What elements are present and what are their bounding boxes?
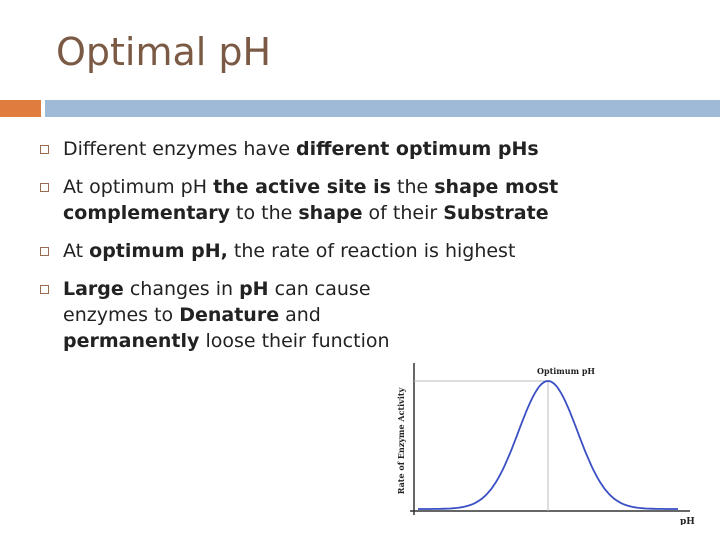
- accent-bar-blue: [45, 100, 720, 117]
- bullet-text-run: to the: [229, 202, 299, 224]
- bullet-text-run: the active site is: [213, 176, 391, 198]
- bullet-text: At optimum pH the active site is the sha…: [63, 176, 558, 224]
- x-axis-label: pH: [680, 517, 695, 525]
- bullet-text-run: pH: [239, 278, 269, 300]
- slide-title: Optimal pH: [56, 30, 272, 74]
- bullet-text-run: can cause enzymes to: [63, 278, 371, 326]
- ph-activity-chart: Rate of Enzyme Activity pH Optimum pH: [396, 363, 695, 525]
- bullet-square-icon: [40, 183, 49, 192]
- bullet-text-run: shape: [298, 202, 363, 224]
- bullet-text-run: of their: [362, 202, 444, 224]
- bullet-text-run: changes in: [123, 278, 240, 300]
- bullet-text-run: At: [63, 240, 90, 262]
- bullet-text-run: Large: [63, 278, 124, 300]
- bullet-text: At optimum pH, the rate of reaction is h…: [63, 240, 515, 262]
- bullet-text-run: shape most complementary: [63, 176, 559, 224]
- bullet-item: Large changes in pH can cause enzymes to…: [40, 276, 415, 354]
- bullet-item: Different enzymes have different optimum…: [40, 136, 680, 162]
- bullet-text: Large changes in pH can cause enzymes to…: [63, 278, 390, 352]
- optimum-ph-annotation: Optimum pH: [537, 366, 595, 376]
- accent-bar-orange: [0, 100, 41, 117]
- bullet-text: Different enzymes have different optimum…: [63, 138, 539, 160]
- bullet-square-icon: [40, 145, 49, 154]
- y-axis-label: Rate of Enzyme Activity: [396, 387, 406, 494]
- bullet-text-run: and: [279, 304, 321, 326]
- bullet-text-run: optimum pH,: [89, 240, 228, 262]
- bullet-square-icon: [40, 247, 49, 256]
- bullet-text-run: permanently: [63, 330, 200, 352]
- bullet-item: At optimum pH the active site is the sha…: [40, 174, 680, 226]
- bullet-text-run: Substrate: [443, 202, 549, 224]
- bullet-text-run: Denature: [179, 304, 280, 326]
- activity-curve: [418, 380, 678, 510]
- bullet-square-icon: [40, 285, 49, 294]
- bullet-text-run: loose their function: [199, 330, 390, 352]
- bullet-text-run: different optimum pHs: [296, 138, 539, 160]
- bullet-text-run: the: [390, 176, 435, 198]
- bullet-text-run: Different enzymes have: [63, 138, 297, 160]
- bullet-text-run: the rate of reaction is highest: [227, 240, 516, 262]
- bullet-item: At optimum pH, the rate of reaction is h…: [40, 238, 680, 264]
- bullet-text-run: At optimum pH: [63, 176, 214, 198]
- bullet-list: Different enzymes have different optimum…: [40, 136, 680, 366]
